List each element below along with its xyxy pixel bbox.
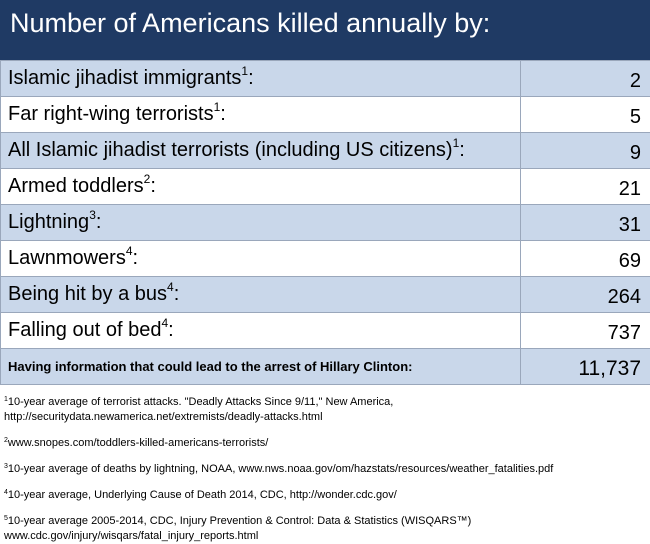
- row-label: Lightning3:: [1, 205, 521, 241]
- table-row: Armed toddlers2: 21: [1, 169, 650, 205]
- footnote-ref: 3: [89, 208, 96, 222]
- table-row: Being hit by a bus4: 264: [1, 277, 650, 313]
- row-value: 69: [521, 241, 650, 277]
- row-label: Having information that could lead to th…: [1, 349, 521, 385]
- table-row: Lightning3: 31: [1, 205, 650, 241]
- table-row: Having information that could lead to th…: [1, 349, 650, 385]
- row-value: 31: [521, 205, 650, 241]
- footnotes: 110-year average of terrorist attacks. "…: [0, 385, 650, 544]
- row-label: Being hit by a bus4:: [1, 277, 521, 313]
- row-value: 2: [521, 61, 650, 97]
- row-label: Far right-wing terrorists1:: [1, 97, 521, 133]
- footnote: 310-year average of deaths by lightning,…: [4, 459, 650, 477]
- row-label: Falling out of bed4:: [1, 313, 521, 349]
- row-value: 11,737: [521, 349, 650, 385]
- row-label: All Islamic jihadist terrorists (includi…: [1, 133, 521, 169]
- row-label: Islamic jihadist immigrants1:: [1, 61, 521, 97]
- footnote-ref: 4: [126, 244, 133, 258]
- row-label: Armed toddlers2:: [1, 169, 521, 205]
- table-row: All Islamic jihadist terrorists (includi…: [1, 133, 650, 169]
- row-value: 21: [521, 169, 650, 205]
- footnote: 2www.snopes.com/toddlers-killed-american…: [4, 433, 650, 451]
- statistics-table: Islamic jihadist immigrants1: 2 Far righ…: [0, 60, 650, 385]
- row-value: 5: [521, 97, 650, 133]
- table-row: Islamic jihadist immigrants1: 2: [1, 61, 650, 97]
- table-row: Falling out of bed4: 737: [1, 313, 650, 349]
- page-title: Number of Americans killed annually by:: [0, 0, 650, 60]
- row-label: Lawnmowers4:: [1, 241, 521, 277]
- table-row: Lawnmowers4: 69: [1, 241, 650, 277]
- row-value: 264: [521, 277, 650, 313]
- footnote: 110-year average of terrorist attacks. "…: [4, 392, 650, 425]
- footnote-ref: 4: [167, 280, 174, 294]
- row-value: 737: [521, 313, 650, 349]
- table-row: Far right-wing terrorists1: 5: [1, 97, 650, 133]
- footnote: 510-year average 2005-2014, CDC, Injury …: [4, 511, 650, 544]
- footnote: 410-year average, Underlying Cause of De…: [4, 485, 650, 503]
- row-value: 9: [521, 133, 650, 169]
